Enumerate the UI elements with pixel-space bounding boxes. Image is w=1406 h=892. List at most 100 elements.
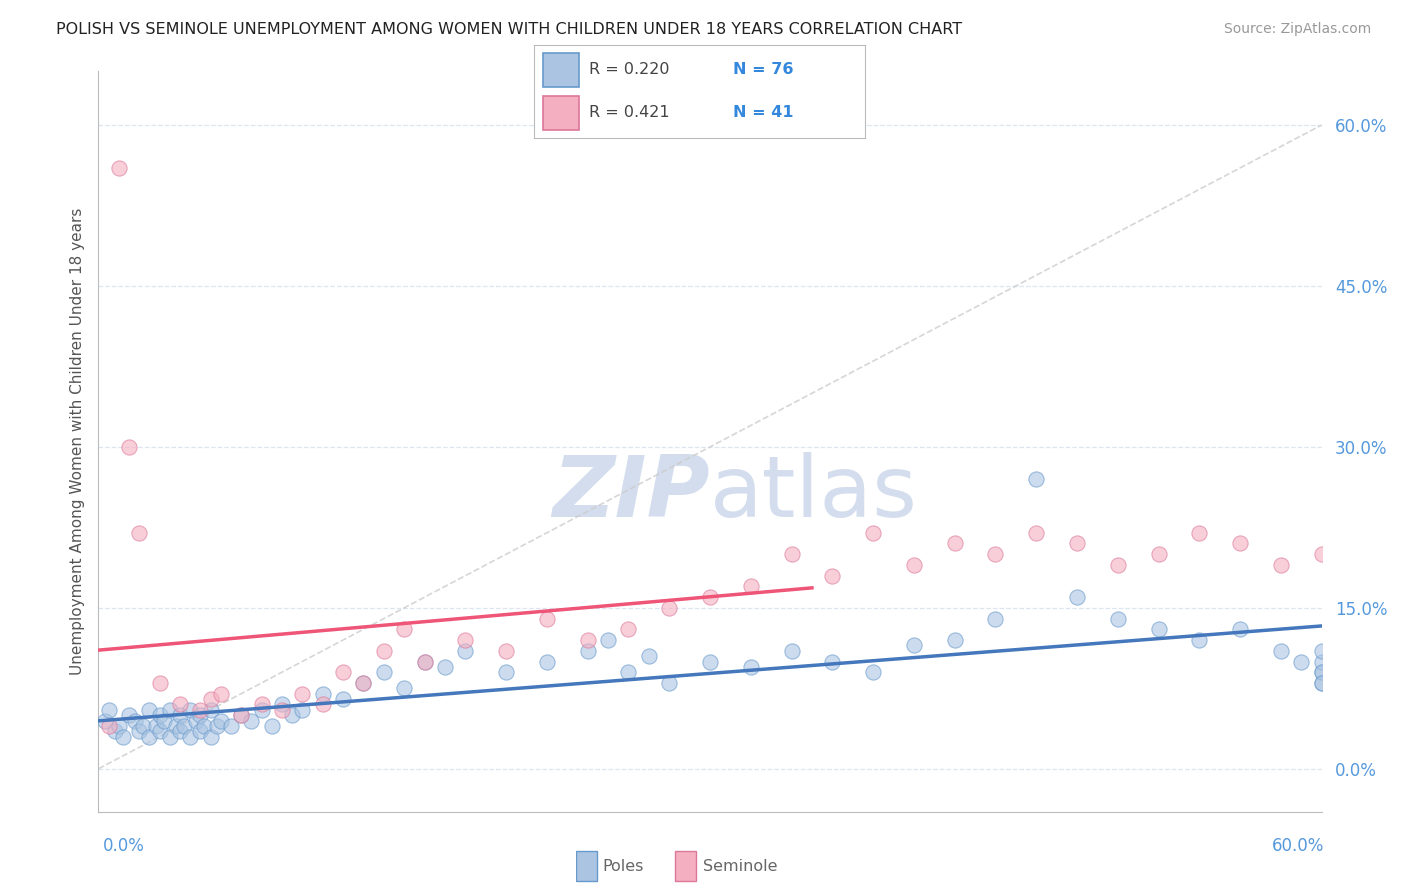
Point xyxy=(1310,644,1333,658)
Point xyxy=(138,730,160,744)
Point xyxy=(97,703,120,717)
Point xyxy=(104,724,127,739)
Point xyxy=(281,708,304,723)
Point xyxy=(132,719,155,733)
Point xyxy=(984,547,1007,561)
Point xyxy=(1188,525,1211,540)
Point xyxy=(1310,676,1333,690)
Point xyxy=(392,681,416,696)
Point xyxy=(200,692,222,706)
Bar xyxy=(675,851,696,881)
Text: R = 0.421: R = 0.421 xyxy=(589,105,669,120)
Point xyxy=(536,655,558,669)
Point xyxy=(124,714,146,728)
Point xyxy=(1310,665,1333,680)
Point xyxy=(108,719,131,733)
Point xyxy=(413,655,436,669)
Point xyxy=(332,665,354,680)
Point xyxy=(495,644,517,658)
Point xyxy=(495,665,517,680)
Point xyxy=(658,676,681,690)
Point xyxy=(312,698,335,712)
Point xyxy=(536,611,558,625)
Point xyxy=(332,692,354,706)
Point xyxy=(93,714,115,728)
Point xyxy=(128,724,150,739)
Point xyxy=(1025,472,1047,486)
Point xyxy=(1107,558,1129,572)
Text: POLISH VS SEMINOLE UNEMPLOYMENT AMONG WOMEN WITH CHILDREN UNDER 18 YEARS CORRELA: POLISH VS SEMINOLE UNEMPLOYMENT AMONG WO… xyxy=(56,22,962,37)
Point xyxy=(413,655,436,669)
Text: R = 0.220: R = 0.220 xyxy=(589,62,669,78)
Point xyxy=(984,611,1007,625)
Point xyxy=(373,644,395,658)
Point xyxy=(433,660,456,674)
Point xyxy=(173,719,195,733)
Point xyxy=(740,579,762,593)
Text: atlas: atlas xyxy=(710,452,918,535)
Point xyxy=(179,730,201,744)
Point xyxy=(219,719,242,733)
Point xyxy=(352,676,374,690)
Point xyxy=(1310,655,1333,669)
Point xyxy=(205,719,228,733)
Point xyxy=(392,623,416,637)
Point xyxy=(118,708,141,723)
Point xyxy=(138,703,160,717)
Text: Source: ZipAtlas.com: Source: ZipAtlas.com xyxy=(1223,22,1371,37)
Point xyxy=(291,703,314,717)
Point xyxy=(862,665,884,680)
Text: ZIP: ZIP xyxy=(553,452,710,535)
Point xyxy=(165,719,187,733)
Point xyxy=(576,644,599,658)
Y-axis label: Unemployment Among Women with Children Under 18 years: Unemployment Among Women with Children U… xyxy=(69,208,84,675)
Point xyxy=(1066,590,1088,604)
Point xyxy=(1270,558,1292,572)
Point xyxy=(1147,547,1170,561)
Point xyxy=(637,649,661,664)
Point xyxy=(617,623,640,637)
Point xyxy=(240,714,263,728)
Point xyxy=(291,687,314,701)
Point xyxy=(821,655,844,669)
Point xyxy=(1066,536,1088,550)
Point xyxy=(118,440,141,454)
Point xyxy=(903,639,925,653)
Text: Seminole: Seminole xyxy=(703,859,778,873)
Text: Poles: Poles xyxy=(603,859,644,873)
Point xyxy=(943,633,966,648)
Point xyxy=(149,676,172,690)
Point xyxy=(250,703,273,717)
Point xyxy=(169,708,191,723)
Point xyxy=(169,724,191,739)
Point xyxy=(149,724,172,739)
Point xyxy=(1310,547,1333,561)
Point xyxy=(111,730,134,744)
Point xyxy=(188,724,212,739)
Point xyxy=(188,708,212,723)
Point xyxy=(1270,644,1292,658)
Point xyxy=(780,644,803,658)
Point xyxy=(193,719,215,733)
Point xyxy=(373,665,395,680)
Bar xyxy=(543,53,579,87)
Point xyxy=(312,687,335,701)
Bar xyxy=(543,96,579,130)
Point xyxy=(186,714,208,728)
Point xyxy=(108,161,131,175)
Point xyxy=(1188,633,1211,648)
Point xyxy=(1310,665,1333,680)
Point xyxy=(231,708,253,723)
Point xyxy=(740,660,762,674)
Point xyxy=(1229,536,1251,550)
Point xyxy=(145,719,167,733)
Point xyxy=(1229,623,1251,637)
Text: 0.0%: 0.0% xyxy=(103,837,145,855)
Point xyxy=(97,719,120,733)
Text: N = 76: N = 76 xyxy=(733,62,793,78)
Point xyxy=(780,547,803,561)
Point xyxy=(658,600,681,615)
Point xyxy=(188,703,212,717)
Point xyxy=(699,590,721,604)
Point xyxy=(159,730,181,744)
